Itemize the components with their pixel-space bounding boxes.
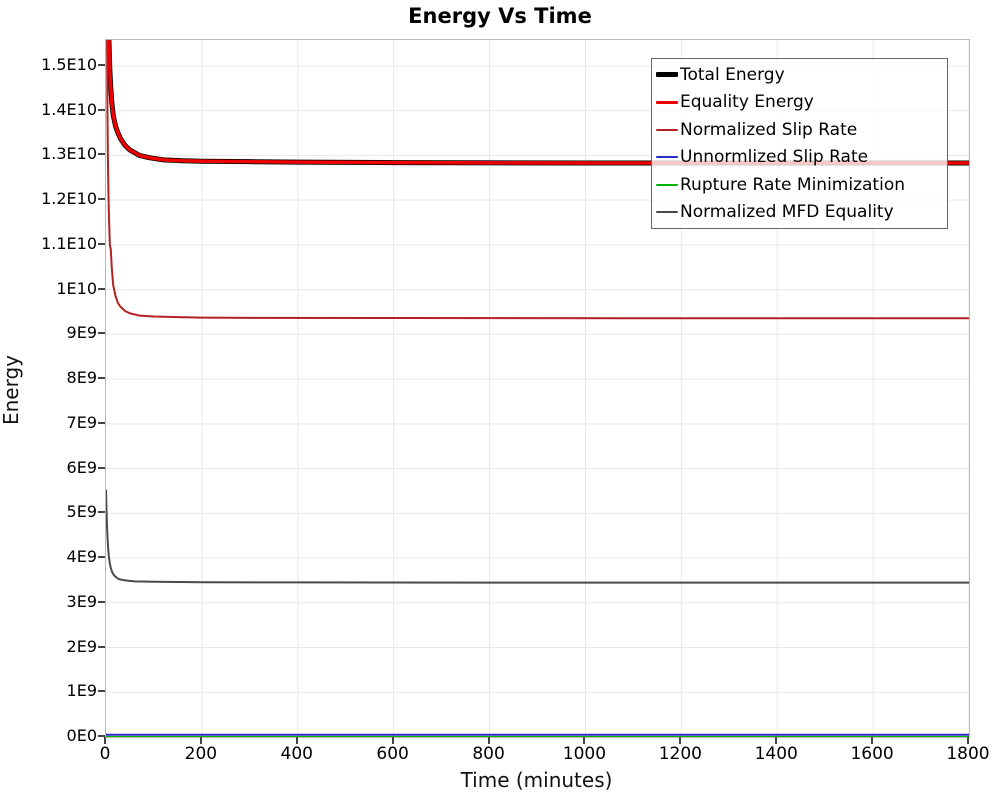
x-tick-label: 200: [184, 744, 218, 764]
x-tick-label: 400: [280, 744, 313, 764]
series-line-equality-energy: [107, 40, 969, 165]
y-tick-mark: [98, 377, 105, 380]
y-tick-label: 1.3E10: [41, 144, 97, 164]
legend-line-swatch-icon: [656, 100, 678, 104]
series-line-normalized-mfd-equality: [106, 489, 969, 584]
legend-item-total-energy: Total Energy: [656, 65, 943, 85]
x-tick-mark: [775, 737, 778, 744]
y-tick-label: 9E9: [66, 323, 97, 343]
plot-area: Total Energy Equality Energy Normalized Sl…: [105, 39, 970, 738]
x-axis-title: Time (minutes): [460, 768, 613, 792]
legend-label: Equality Energy: [680, 92, 814, 113]
y-tick-label: 5E9: [66, 502, 97, 522]
x-tick-label: 1800: [946, 744, 990, 764]
x-tick-mark: [104, 737, 106, 744]
x-tick-mark: [295, 737, 298, 744]
legend-line-swatch-icon: [656, 72, 678, 78]
y-tick-label: 2E9: [66, 636, 97, 656]
y-tick-mark: [98, 153, 105, 156]
legend-line-swatch-icon: [656, 183, 678, 186]
legend-item-normalized-slip-rate: Normalized Slip Rate: [656, 120, 943, 140]
y-tick-label: 6E9: [66, 457, 97, 477]
legend-label: Total Energy: [680, 64, 785, 85]
legend-line-swatch-icon: [656, 156, 678, 159]
y-tick-mark: [98, 287, 105, 290]
x-tick-mark: [487, 737, 490, 744]
y-tick-mark: [98, 108, 105, 111]
x-tick-mark: [391, 737, 394, 744]
y-tick-mark: [98, 735, 105, 737]
y-tick-mark: [98, 332, 105, 335]
y-tick-label: 1.2E10: [41, 189, 97, 209]
x-tick-mark: [967, 737, 969, 744]
x-tick-mark: [583, 737, 586, 744]
legend-label: Normalized Slip Rate: [680, 119, 858, 140]
legend-line-swatch-icon: [656, 128, 678, 131]
y-tick-label: 3E9: [66, 591, 97, 611]
x-tick-label: 1000: [562, 744, 607, 764]
legend-label: Unnormlized Slip Rate: [680, 147, 869, 168]
y-tick-label: 1E10: [56, 278, 97, 298]
y-tick-label: 1.4E10: [41, 99, 97, 119]
x-tick-mark: [679, 737, 682, 744]
chart-title: Energy Vs Time: [408, 4, 592, 28]
legend-label: Normalized MFD Equality: [680, 202, 894, 223]
y-tick-mark: [98, 690, 105, 693]
x-tick-label: 1400: [754, 744, 798, 764]
y-tick-mark: [98, 556, 105, 559]
x-tick-label: 1600: [850, 744, 894, 764]
y-tick-mark: [98, 421, 105, 424]
legend-item-rupture-rate-minimization: Rupture Rate Minimization: [656, 175, 943, 195]
y-tick-label: 7E9: [66, 412, 97, 432]
y-tick-mark: [98, 600, 105, 603]
y-tick-mark: [98, 511, 105, 514]
legend-label: Rupture Rate Minimization: [680, 174, 905, 195]
x-tick-mark: [199, 737, 202, 744]
y-tick-mark: [98, 466, 105, 469]
y-tick-mark: [98, 242, 105, 245]
y-tick-label: 1.1E10: [41, 233, 97, 253]
legend-item-equality-energy: Equality Energy: [656, 92, 943, 112]
y-tick-label: 1.5E10: [41, 54, 97, 74]
series-line-normalized-slip-rate: [106, 40, 969, 320]
x-tick-label: 800: [472, 744, 505, 764]
legend-item-unnormlized-slip-rate: Unnormlized Slip Rate: [656, 147, 943, 167]
y-tick-mark: [98, 198, 105, 201]
legend-item-normalized-mfd-equality: Normalized MFD Equality: [656, 202, 943, 222]
y-tick-label: 0E0: [66, 726, 97, 745]
x-tick-label: 600: [376, 744, 409, 764]
y-tick-mark: [98, 645, 105, 648]
y-tick-label: 8E9: [66, 368, 97, 388]
x-tick-label: 0: [99, 744, 111, 764]
x-tick-label: 1200: [658, 744, 702, 764]
x-tick-mark: [871, 737, 874, 744]
y-tick-label: 4E9: [66, 547, 97, 567]
legend-line-swatch-icon: [656, 211, 678, 214]
y-tick-label: 1E9: [66, 681, 97, 701]
legend: Total Energy Equality Energy Normalized Sl…: [651, 58, 948, 229]
y-tick-mark: [98, 63, 105, 66]
